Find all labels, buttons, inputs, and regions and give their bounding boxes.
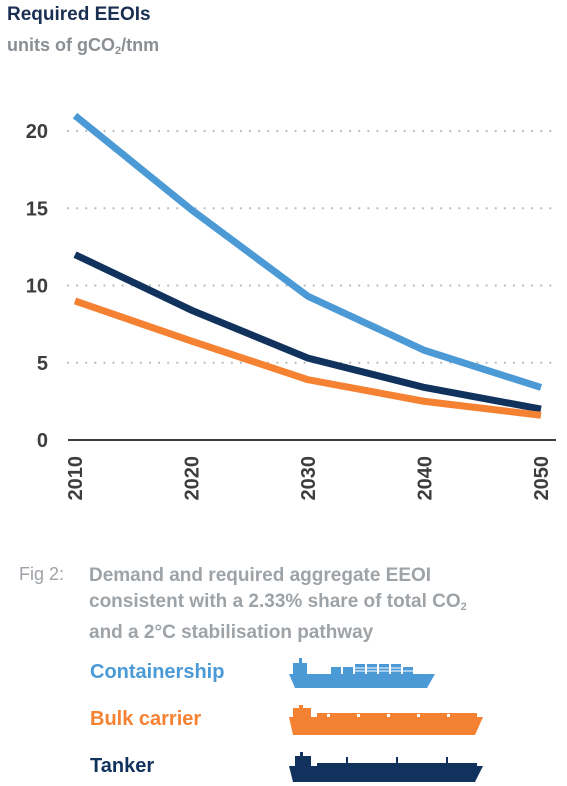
tanker-icon [289,752,483,782]
y-tick-label: 20 [26,121,48,143]
series-line-tanker [73,251,542,413]
y-tick-label: 10 [26,276,48,298]
x-tick-label: 2020 [182,456,204,501]
legend-tanker: Tanker [90,755,155,777]
chart-title: Required EEOIs [7,4,151,25]
x-tick-label: 2040 [415,456,437,501]
line-chart: 0 5 10 15 20 2010 2020 2030 2040 2050 [26,112,556,501]
series-line-containership [72,112,543,391]
y-tick-label: 15 [26,198,48,220]
y-tick-label: 5 [37,353,48,375]
x-tick-label: 2050 [531,456,553,501]
x-tick-label: 2030 [298,456,320,501]
figure-caption: Fig 2: Demand and required aggregate EEO… [19,563,559,646]
y-tick-label: 0 [37,430,48,452]
figure-number: Fig 2: [19,564,65,584]
containership-icon [289,658,435,688]
legend-containership: Containership [90,661,225,683]
figure-caption-text: Demand and required aggregate EEOI consi… [89,565,467,643]
series-line-bulk-carrier [73,297,542,419]
chart-subtitle: units of gCO2/tnm [7,35,160,57]
x-tick-label: 2010 [65,456,87,501]
bulk-carrier-icon [289,705,483,735]
legend-bulk-carrier: Bulk carrier [90,708,202,730]
